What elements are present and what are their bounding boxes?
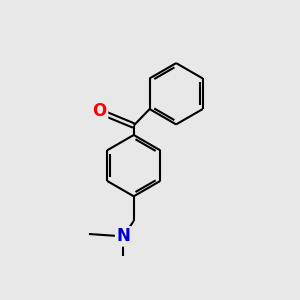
Text: O: O	[92, 102, 107, 120]
Text: N: N	[116, 227, 130, 245]
